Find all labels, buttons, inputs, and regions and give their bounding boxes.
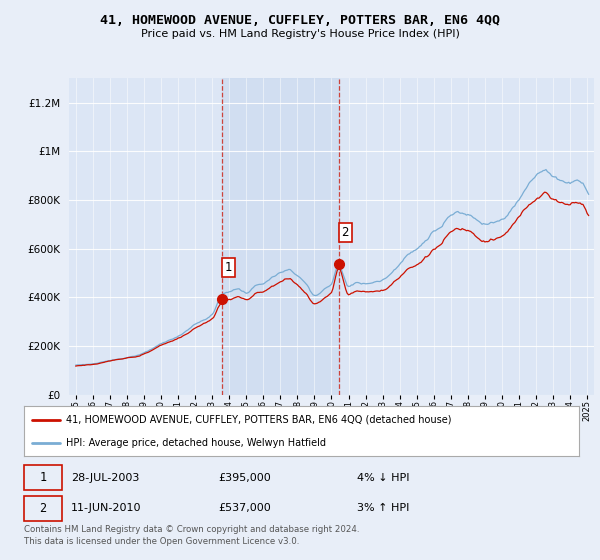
Text: 41, HOMEWOOD AVENUE, CUFFLEY, POTTERS BAR, EN6 4QQ (detached house): 41, HOMEWOOD AVENUE, CUFFLEY, POTTERS BA… (65, 414, 451, 424)
Text: 41, HOMEWOOD AVENUE, CUFFLEY, POTTERS BAR, EN6 4QQ: 41, HOMEWOOD AVENUE, CUFFLEY, POTTERS BA… (100, 14, 500, 27)
Bar (222, 78, 339, 395)
Text: £395,000: £395,000 (218, 473, 271, 483)
Text: 11-JUN-2010: 11-JUN-2010 (71, 503, 142, 514)
Text: 28-JUL-2003: 28-JUL-2003 (71, 473, 140, 483)
Text: 1: 1 (40, 471, 46, 484)
Text: 1: 1 (224, 260, 232, 274)
Text: £537,000: £537,000 (218, 503, 271, 514)
Text: Contains HM Land Registry data © Crown copyright and database right 2024.
This d: Contains HM Land Registry data © Crown c… (24, 525, 359, 545)
Text: 3% ↑ HPI: 3% ↑ HPI (357, 503, 409, 514)
Text: Price paid vs. HM Land Registry's House Price Index (HPI): Price paid vs. HM Land Registry's House … (140, 29, 460, 39)
Text: 4% ↓ HPI: 4% ↓ HPI (357, 473, 409, 483)
FancyBboxPatch shape (24, 465, 62, 490)
Text: 2: 2 (40, 502, 46, 515)
Text: 2: 2 (341, 226, 349, 239)
FancyBboxPatch shape (24, 496, 62, 521)
Text: HPI: Average price, detached house, Welwyn Hatfield: HPI: Average price, detached house, Welw… (65, 438, 326, 448)
